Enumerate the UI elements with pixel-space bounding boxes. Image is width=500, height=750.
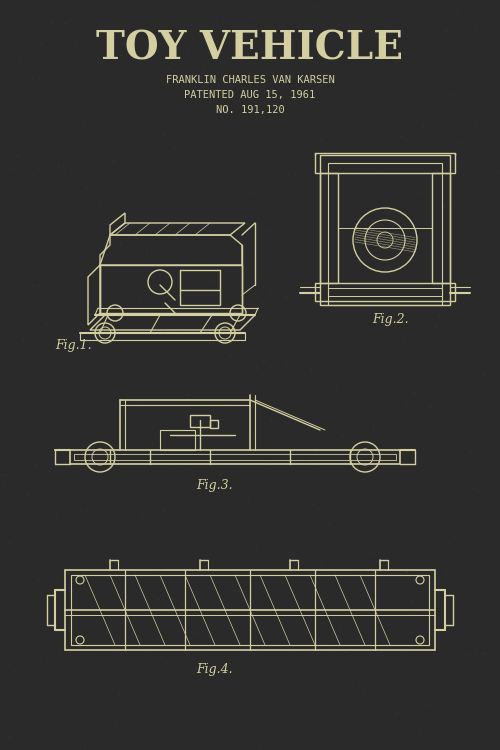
Bar [320,155,450,305]
Bar [210,420,218,428]
Text: Fig.4.: Fig.4. [196,664,234,676]
Text: NO. 191,120: NO. 191,120 [216,105,284,115]
Text: PATENTED AUG 15, 1961: PATENTED AUG 15, 1961 [184,90,316,100]
Bar [432,173,450,283]
Text: Fig.2.: Fig.2. [372,314,408,326]
Bar [328,163,442,305]
Bar [190,415,210,427]
Bar [315,283,455,301]
Bar [320,173,338,283]
Bar [338,173,432,228]
Text: Fig.1.: Fig.1. [55,338,92,352]
Text: FRANKLIN CHARLES VAN KARSEN: FRANKLIN CHARLES VAN KARSEN [166,75,334,85]
Bar [71,575,429,645]
Bar [315,153,455,173]
Bar [74,454,396,460]
Bar [328,288,442,296]
Bar [65,570,435,650]
Bar [70,450,400,464]
Bar [160,430,195,450]
Text: Fig.3.: Fig.3. [196,478,234,491]
Text: TOY VEHICLE: TOY VEHICLE [96,29,404,67]
